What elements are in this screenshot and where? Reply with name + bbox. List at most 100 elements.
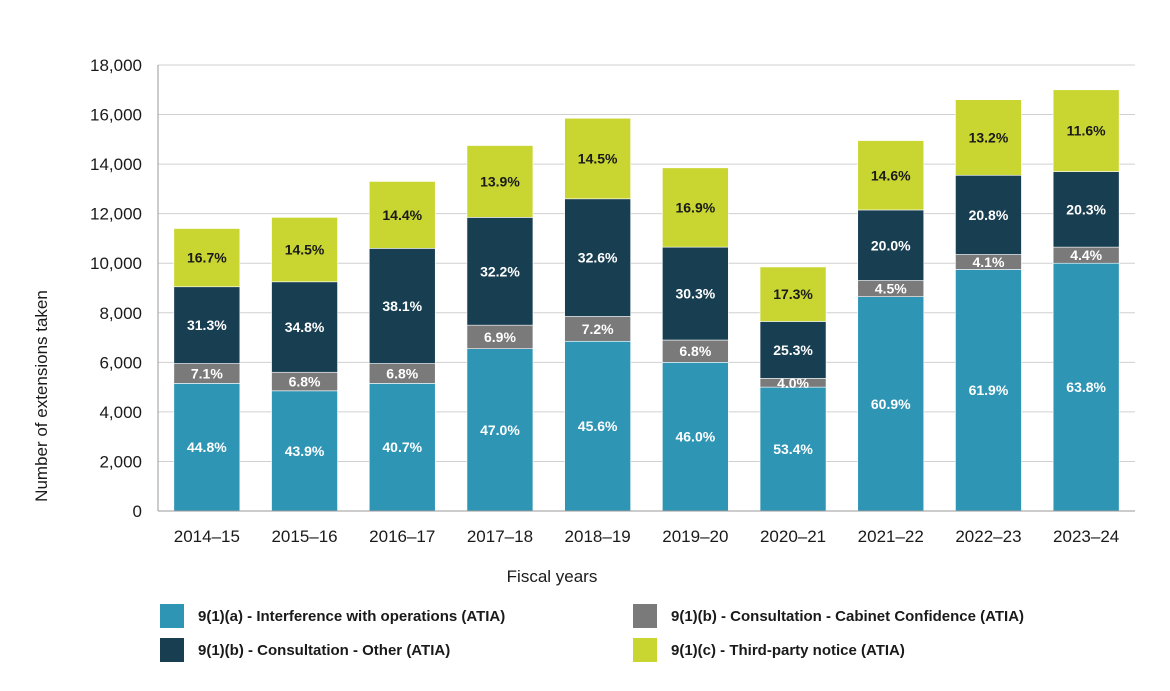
x-tick-label: 2021–22 [858,527,924,546]
bar-segment [564,340,631,512]
bar-segment [662,362,729,512]
bar-segment [1052,89,1120,172]
segment-label: 17.3% [773,286,813,302]
segment-label: 20.8% [969,207,1009,223]
segment-label: 44.8% [187,439,227,455]
bars: 44.8% 7.1% 31.3% 16.7% 43.9% 6.8% 34.8% 14.5% 40… [173,89,1120,512]
bar-segment [857,296,925,512]
y-tick-label: 0 [133,502,142,521]
bar-segment [564,316,631,342]
bar-segment [173,286,241,364]
segment-label: 34.8% [285,319,325,335]
y-tick-label: 12,000 [90,205,142,224]
segment-label: 30.3% [675,286,715,302]
bar-segment [564,198,631,317]
segment-label: 13.9% [480,173,520,189]
segment-label: 60.9% [871,396,911,412]
x-tick-label: 2015–16 [271,527,337,546]
segment-label: 7.2% [582,321,614,337]
bar-stack: 40.7% 6.8% 38.1% 14.4% [368,181,436,512]
segment-label: 4.0% [777,375,809,391]
x-tick-label: 2017–18 [467,527,533,546]
x-tick-label: 2014–15 [174,527,240,546]
bar-segment [466,217,534,326]
bar-segment [662,167,729,248]
bar-segment [271,281,338,373]
segment-label: 6.9% [484,329,516,345]
segment-label: 63.8% [1066,379,1106,395]
segment-label: 4.4% [1070,247,1102,263]
bar-stack: 43.9% 6.8% 34.8% 14.5% [271,217,338,512]
segment-label: 45.6% [578,418,618,434]
segment-label: 6.8% [679,343,711,359]
segment-label: 4.1% [972,254,1004,270]
bar-segment [955,99,1022,176]
bar-segment [857,140,925,211]
bar-segment [662,246,729,341]
bar-stack: 46.0% 6.8% 30.3% 16.9% [662,167,729,512]
segment-label: 4.5% [875,281,907,297]
segment-label: 16.9% [675,199,715,215]
bar-stack: 44.8% 7.1% 31.3% 16.7% [173,228,241,512]
y-tick-label: 8,000 [99,304,142,323]
y-axis-ticks: 0 2,000 4,000 6,000 8,000 10,000 12,000 14,000 1… [90,56,142,521]
y-tick-label: 6,000 [99,353,142,372]
y-tick-label: 10,000 [90,254,142,273]
x-tick-label: 2016–17 [369,527,435,546]
bar-segment [955,269,1022,512]
y-tick-label: 14,000 [90,155,142,174]
segment-label: 46.0% [675,429,715,445]
y-axis-label: Number of extensions taken [32,290,51,502]
bar-segment [368,248,436,364]
segment-label: 25.3% [773,342,813,358]
segment-label: 16.7% [187,250,227,266]
y-tick-label: 2,000 [99,452,142,471]
bar-stack: 63.8% 4.4% 20.3% 11.6% [1052,89,1120,512]
bar-segment [759,321,827,379]
y-tick-label: 4,000 [99,403,142,422]
x-tick-label: 2019–20 [662,527,728,546]
bar-segment [564,117,631,200]
segment-label: 53.4% [773,441,813,457]
y-tick-label: 18,000 [90,56,142,75]
bar-segment [173,228,241,288]
segment-label: 7.1% [191,365,223,381]
bar-stack: 61.9% 4.1% 20.8% 13.2% [955,99,1022,512]
y-tick-label: 16,000 [90,106,142,125]
bar-segment [759,266,827,322]
segment-label: 14.4% [382,207,422,223]
segment-label: 32.6% [578,250,618,266]
segment-label: 13.2% [969,129,1009,145]
x-tick-label: 2020–21 [760,527,826,546]
x-axis-label: Fiscal years [507,567,598,586]
x-axis-ticks: 2014–15 2015–16 2016–17 2017–18 2018–19 2019–… [174,527,1119,546]
segment-label: 47.0% [480,422,520,438]
segment-label: 38.1% [382,298,422,314]
bar-segment [173,383,241,512]
bar-stack: 47.0% 6.9% 32.2% 13.9% [466,145,534,512]
segment-label: 20.3% [1066,201,1106,217]
x-tick-label: 2022–23 [955,527,1021,546]
segment-label: 20.0% [871,237,911,253]
bar-stack: 53.4% 4.0% 25.3% 17.3% [759,266,827,512]
segment-label: 40.7% [382,439,422,455]
bar-segment [1052,171,1120,248]
segment-label: 31.3% [187,317,227,333]
segment-label: 6.8% [289,374,321,390]
segment-label: 11.6% [1067,123,1106,139]
segment-label: 6.8% [386,365,418,381]
bar-segment [759,386,827,512]
bar-segment [368,181,436,249]
segment-label: 14.6% [871,167,911,183]
segment-label: 14.5% [285,242,325,258]
segment-label: 14.5% [578,151,618,167]
bar-segment [466,145,534,218]
x-tick-label: 2023–24 [1053,527,1119,546]
segment-label: 61.9% [969,382,1009,398]
bar-segment [955,174,1022,255]
bar-segment [271,217,338,283]
bar-stack: 45.6% 7.2% 32.6% 14.5% [564,117,631,512]
x-tick-label: 2018–19 [565,527,631,546]
bar-stack: 60.9% 4.5% 20.0% 14.6% [857,140,925,512]
